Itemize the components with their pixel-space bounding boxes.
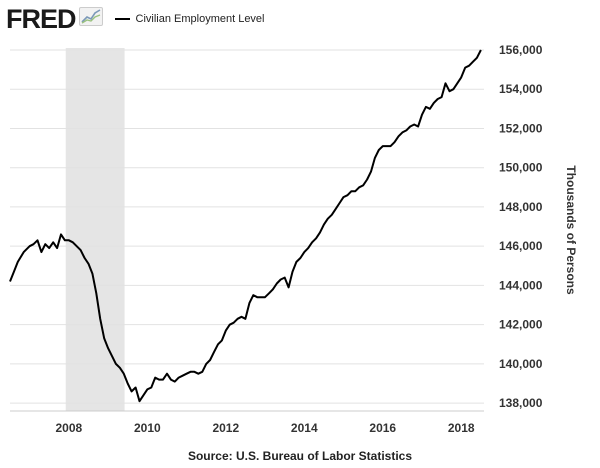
chart-header: FRED Civilian Employment Level [6, 4, 265, 34]
y-tick-label: 146,000 [499, 239, 543, 253]
fred-logo-text: FRED [6, 3, 76, 34]
x-tick-label: 2010 [134, 421, 161, 435]
x-tick-label: 2008 [56, 421, 83, 435]
chart-legend: Civilian Employment Level [114, 13, 265, 25]
fred-logo[interactable]: FRED [6, 4, 103, 35]
y-tick-label: 138,000 [499, 396, 543, 410]
legend-label: Civilian Employment Level [135, 13, 265, 25]
y-tick-label: 142,000 [499, 318, 543, 332]
legend-swatch-line [114, 18, 130, 20]
x-tick-label: 2018 [448, 421, 475, 435]
y-axis: 138,000 140,000 142,000 144,000 146,000 148,0… [499, 43, 543, 410]
x-tick-label: 2016 [369, 421, 396, 435]
gridlines-layer [10, 49, 484, 404]
recession-band-0 [65, 48, 125, 411]
y-tick-label: 150,000 [499, 161, 543, 175]
series-layer [9, 49, 482, 403]
series-line-0 [9, 49, 482, 403]
y-tick-label: 156,000 [499, 43, 543, 57]
line-chart-icon [78, 7, 103, 31]
x-axis: 2008 2010 2012 2014 2016 2018 [10, 410, 484, 435]
x-tick-label: 2012 [212, 421, 239, 435]
y-axis-title: Thousands of Persons [564, 165, 578, 295]
source-note: Source: U.S. Bureau of Labor Statistics [187, 449, 413, 463]
y-tick-label: 144,000 [499, 278, 543, 292]
y-tick-label: 148,000 [499, 200, 543, 214]
y-tick-label: 140,000 [499, 357, 543, 371]
y-tick-label: 154,000 [499, 82, 543, 96]
recession-shading-layer [65, 48, 125, 411]
x-tick-label: 2014 [291, 421, 318, 435]
y-tick-label: 152,000 [499, 121, 543, 135]
